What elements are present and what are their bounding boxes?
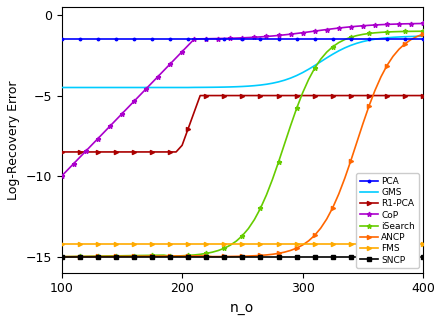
SNCP <box>131 255 137 259</box>
Line: PCA: PCA <box>59 37 426 42</box>
Line: ANCP: ANCP <box>60 32 425 259</box>
SNCP <box>252 255 257 259</box>
SNCP <box>372 255 377 259</box>
FMS <box>59 242 64 246</box>
iSearch <box>131 254 137 258</box>
R1-PCA <box>131 150 137 154</box>
FMS <box>252 242 257 246</box>
GMS <box>131 86 137 90</box>
CoP <box>372 23 377 27</box>
R1-PCA <box>198 94 203 98</box>
ANCP <box>276 251 281 255</box>
R1-PCA <box>420 94 426 98</box>
ANCP <box>372 89 377 92</box>
CoP <box>131 99 137 103</box>
PCA <box>276 37 281 41</box>
PCA <box>420 37 426 41</box>
CoP <box>143 87 149 91</box>
SNCP <box>143 255 149 259</box>
GMS <box>59 86 64 90</box>
CoP <box>252 35 257 39</box>
Line: FMS: FMS <box>60 242 425 246</box>
GMS <box>143 86 149 90</box>
PCA <box>252 37 257 41</box>
CoP <box>276 33 281 37</box>
CoP <box>59 174 64 178</box>
ANCP <box>252 254 257 258</box>
PCA <box>186 37 191 41</box>
R1-PCA <box>258 94 263 98</box>
iSearch <box>186 253 191 257</box>
Line: CoP: CoP <box>59 21 426 178</box>
Y-axis label: Log-Recovery Error: Log-Recovery Error <box>7 80 20 200</box>
iSearch <box>276 160 281 164</box>
iSearch <box>59 255 64 259</box>
R1-PCA <box>282 94 287 98</box>
Legend: PCA, GMS, R1-PCA, CoP, iSearch, ANCP, FMS, SNCP: PCA, GMS, R1-PCA, CoP, iSearch, ANCP, FM… <box>356 173 419 268</box>
R1-PCA <box>143 150 149 154</box>
Line: SNCP: SNCP <box>60 255 425 259</box>
FMS <box>372 242 377 246</box>
CoP <box>186 43 191 47</box>
iSearch <box>420 29 426 33</box>
GMS <box>186 86 191 90</box>
R1-PCA <box>378 94 384 98</box>
ANCP <box>131 254 137 258</box>
FMS <box>186 242 191 246</box>
ANCP <box>59 255 64 259</box>
Line: GMS: GMS <box>61 36 423 88</box>
FMS <box>131 242 137 246</box>
ANCP <box>186 254 191 258</box>
PCA <box>59 37 64 41</box>
ANCP <box>143 254 149 258</box>
iSearch <box>372 31 377 35</box>
SNCP <box>186 255 191 259</box>
GMS <box>252 84 257 88</box>
ANCP <box>420 32 426 36</box>
iSearch <box>143 253 149 257</box>
PCA <box>143 37 149 41</box>
R1-PCA <box>59 150 64 154</box>
PCA <box>131 37 137 41</box>
R1-PCA <box>186 127 191 131</box>
SNCP <box>59 255 64 259</box>
Line: R1-PCA: R1-PCA <box>60 93 425 154</box>
PCA <box>372 37 377 41</box>
X-axis label: n_o: n_o <box>230 301 255 315</box>
GMS <box>372 37 377 41</box>
FMS <box>276 242 281 246</box>
SNCP <box>420 255 426 259</box>
FMS <box>143 242 149 246</box>
iSearch <box>252 218 257 222</box>
Line: iSearch: iSearch <box>59 29 426 259</box>
SNCP <box>276 255 281 259</box>
FMS <box>420 242 426 246</box>
GMS <box>420 34 426 38</box>
CoP <box>420 22 426 25</box>
GMS <box>276 80 281 84</box>
